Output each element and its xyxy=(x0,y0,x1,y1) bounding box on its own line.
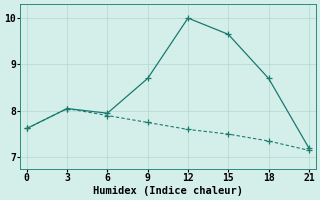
X-axis label: Humidex (Indice chaleur): Humidex (Indice chaleur) xyxy=(93,186,243,196)
